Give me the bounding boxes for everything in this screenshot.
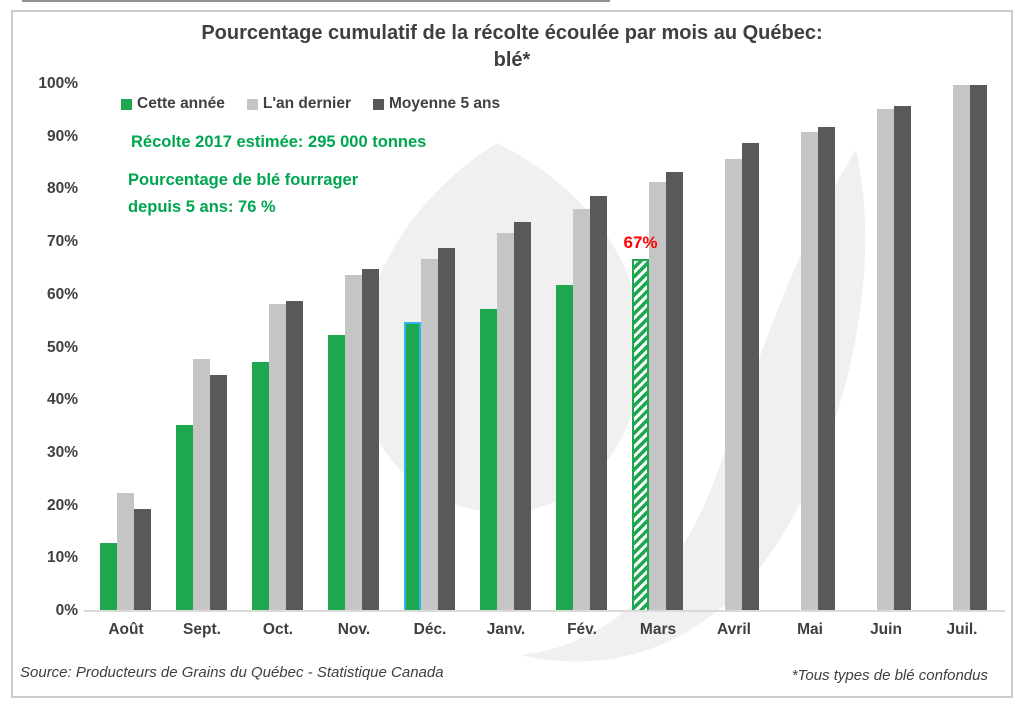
x-tick-label-oct: Oct. [262, 621, 294, 638]
bar-l-an-dernier-juil [953, 85, 970, 612]
bar-l-an-dernier-janv [497, 233, 514, 612]
x-tick-label-mai: Mai [797, 621, 823, 638]
x-tick-label-dc: Déc. [413, 621, 447, 638]
bar-moyenne-5-ans-juil [970, 85, 987, 612]
bar-l-an-dernier-dc [421, 259, 438, 612]
y-tick-label-100pct: 100% [38, 75, 78, 92]
bar-moyenne-5-ans-nov [362, 269, 379, 612]
bar-cette-ann-e-janv [480, 309, 497, 612]
bar-group-mars: 67% [620, 85, 696, 612]
chart-title: Pourcentage cumulatif de la récolte écou… [0, 20, 1024, 74]
bar-l-an-dernier-mars [649, 182, 666, 612]
bar-moyenne-5-ans-avril [742, 143, 759, 612]
bar-group-dc [392, 85, 468, 612]
harvest-estimate-note: Récolte 2017 estimée: 295 000 tonnes [131, 133, 427, 151]
legend-label: Cette année [137, 95, 225, 112]
bar-l-an-dernier-nov [345, 275, 362, 612]
bar-moyenne-5-ans-dc [438, 248, 455, 612]
y-tick-label-80pct: 80% [46, 180, 78, 198]
legend-item-moyenne-5-ans: Moyenne 5 ans [372, 95, 501, 113]
y-tick-label-20pct: 20% [46, 496, 78, 514]
bar-moyenne-5-ans-janv [514, 222, 531, 612]
x-axis-line [84, 610, 1005, 612]
legend-swatch-green [121, 98, 132, 110]
bar-l-an-dernier-avril [725, 159, 742, 612]
bar-group-oct [240, 85, 316, 612]
x-tick-label-janv: Janv. [486, 621, 526, 638]
bar-group-nov [316, 85, 392, 612]
bar-group-aot [88, 85, 164, 612]
y-tick-label-90pct: 90% [46, 127, 78, 145]
x-tick-label-sept: Sept. [183, 621, 221, 638]
legend-label: L'an dernier [262, 95, 351, 112]
bar-l-an-dernier-juin [877, 109, 894, 612]
bar-l-an-dernier-fv [573, 209, 590, 612]
chart-legend: Cette année L'an dernier Moyenne 5 ans [121, 95, 500, 113]
bar-moyenne-5-ans-sept [210, 375, 227, 612]
y-tick-label-70pct: 70% [46, 233, 78, 251]
bar-cette-ann-e-dc [404, 322, 421, 612]
bar-l-an-dernier-mai [801, 132, 818, 612]
bar-cette-ann-e-oct [252, 362, 269, 612]
x-tick-label-aot: Août [108, 621, 144, 638]
bar-moyenne-5-ans-fv [590, 196, 607, 612]
feed-wheat-note-line1: Pourcentage de blé fourrager [128, 171, 359, 189]
bar-cette-ann-e-nov [328, 335, 345, 612]
x-tick-label-nov: Nov. [337, 621, 371, 638]
y-tick-label-40pct: 40% [46, 391, 78, 409]
x-tick-label-mars: Mars [639, 621, 677, 638]
y-tick-label-10pct: 10% [46, 549, 78, 567]
bar-moyenne-5-ans-oct [286, 301, 303, 612]
screen-edge-artifact [22, 0, 610, 2]
legend-swatch-dark-gray [372, 98, 384, 110]
bar-group-juil [924, 85, 1000, 612]
plot-area: 67% [88, 85, 1000, 612]
x-tick-label-avril: Avril [717, 621, 751, 638]
bar-l-an-dernier-oct [269, 304, 286, 612]
legend-item-an-dernier: L'an dernier [246, 95, 351, 113]
y-tick-label-30pct: 30% [46, 443, 78, 461]
feed-wheat-note: Pourcentage de blé fourrager depuis 5 an… [128, 167, 358, 221]
bar-l-an-dernier-sept [193, 359, 210, 612]
feed-wheat-note-line2: depuis 5 ans: 76 % [128, 198, 276, 216]
bar-cette-ann-e-sept [176, 425, 193, 612]
bar-group-janv [468, 85, 544, 612]
bar-moyenne-5-ans-mai [818, 127, 835, 612]
chart-border-frame [11, 10, 1013, 698]
bar-cette-ann-e-fv [556, 285, 573, 612]
legend-item-cette-annee: Cette année [121, 95, 225, 113]
bar-group-juin [848, 85, 924, 612]
bar-group-fv [544, 85, 620, 612]
bar-cette-ann-e-mars [632, 259, 649, 612]
legend-swatch-light-gray [246, 98, 258, 110]
x-tick-label-juin: Juin [870, 621, 902, 638]
bar-cette-ann-e-aot [100, 543, 117, 612]
footnote-text: *Tous types de blé confondus [791, 667, 988, 684]
chart-title-line2: blé* [493, 49, 531, 71]
bar-group-avril [696, 85, 772, 612]
y-tick-label-50pct: 50% [46, 338, 78, 356]
legend-label: Moyenne 5 ans [388, 95, 501, 112]
x-tick-label-fv: Fév. [567, 621, 597, 638]
bar-l-an-dernier-aot [117, 493, 134, 612]
bar-moyenne-5-ans-mars [666, 172, 683, 612]
bar-moyenne-5-ans-aot [134, 509, 151, 612]
y-tick-label-0pct: 0% [55, 602, 78, 619]
x-tick-label-juil: Juil. [946, 621, 978, 638]
y-tick-label-60pct: 60% [46, 285, 78, 303]
chart-title-line1: Pourcentage cumulatif de la récolte écou… [201, 22, 823, 44]
bar-moyenne-5-ans-juin [894, 106, 911, 612]
source-text: Source: Producteurs de Grains du Québec … [20, 664, 444, 681]
bar-group-sept [164, 85, 240, 612]
bar-group-mai [772, 85, 848, 612]
projection-value-label: 67% [623, 232, 658, 252]
